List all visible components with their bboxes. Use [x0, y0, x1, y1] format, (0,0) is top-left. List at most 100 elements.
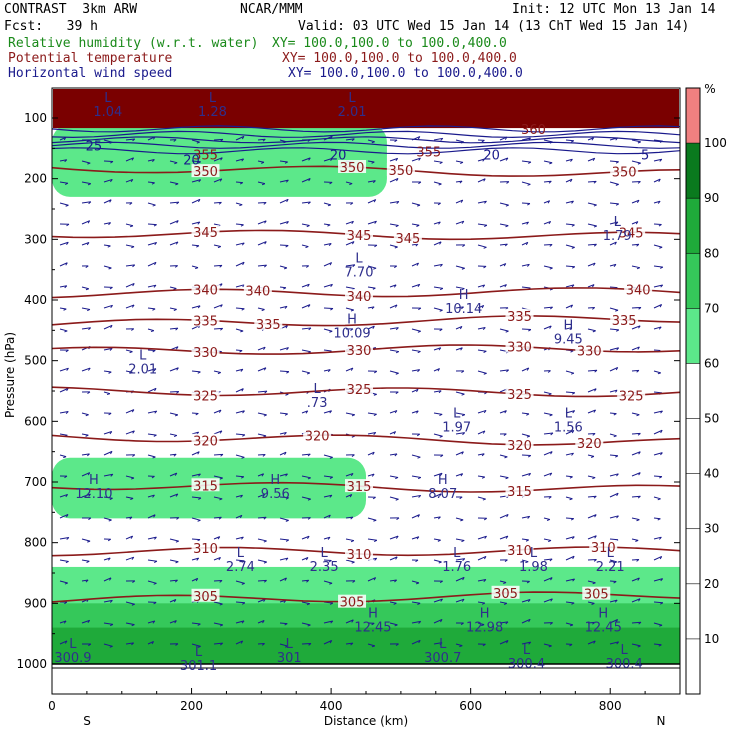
wind-vector-1200 [323, 580, 333, 584]
wind-vector-1168 [587, 558, 597, 561]
wind-head-841 [63, 456, 67, 459]
wind-vector-1064 [59, 536, 69, 540]
wind-vector-430 [477, 284, 485, 288]
wind-head-1081 [241, 536, 244, 540]
wind-head-779 [613, 413, 617, 416]
wind-head-1037 [373, 519, 377, 522]
colorbar-segment-6 [686, 418, 700, 474]
wind-vector-596 [455, 347, 463, 351]
wind-vector-542 [477, 327, 486, 330]
wind-vector-578 [257, 346, 266, 351]
wind-vector-932 [455, 473, 463, 477]
wind-head-783 [660, 410, 663, 414]
wind-head-375 [483, 265, 487, 269]
wind-head-1093 [373, 539, 378, 543]
wind-vector-648 [411, 369, 420, 372]
theta-label-bg-330-2 [505, 339, 534, 353]
wind-head-343 [132, 264, 136, 268]
x-tick-label-200: 200 [180, 699, 203, 713]
wind-vector-1176 [59, 580, 68, 584]
theta-label-330-3: 330 [577, 345, 602, 360]
wind-vector-256 [411, 223, 420, 226]
wind-head-109 [637, 162, 641, 165]
wind-head-539 [439, 328, 443, 332]
wind-head-825 [503, 433, 507, 436]
wind-vector-954 [81, 493, 91, 498]
wind-vector-1360 [235, 640, 243, 645]
wind-vector-62 [125, 157, 134, 162]
wind-head-795 [173, 434, 178, 438]
wind-vector-1358 [213, 642, 223, 645]
wind-vector-1034 [345, 516, 353, 519]
y-tick-label-400: 400 [24, 293, 47, 307]
extremum-value-23: 300.9 [54, 651, 91, 666]
extremum-type-24: L [195, 645, 203, 660]
wind-vector-720 [587, 388, 597, 393]
wind-vector-646 [389, 370, 399, 374]
wind-vector-1288 [59, 620, 67, 624]
theta-label-bg-310-0 [191, 540, 220, 554]
wind-vector-48 [587, 137, 594, 141]
theta-label-bg-315-2 [505, 483, 534, 497]
theta-label-345-1: 345 [347, 229, 372, 244]
wind-head-361 [329, 262, 333, 266]
wind-head-923 [350, 473, 354, 477]
wind-head-413 [283, 287, 287, 290]
wind-head-753 [329, 410, 332, 414]
wind-vector-1114 [609, 538, 619, 541]
wind-head-1269 [461, 598, 465, 602]
theta-label-330-0: 330 [193, 346, 218, 361]
wind-vector-1184 [147, 580, 157, 584]
wind-vector-448 [59, 307, 67, 310]
theta-label-bg-345-1 [345, 227, 374, 241]
wind-head-1187 [174, 579, 178, 583]
wind-vector-1110 [565, 536, 575, 540]
wind-head-1291 [87, 620, 91, 624]
wind-vector-1022 [213, 516, 222, 519]
extremum-type-16: L [321, 546, 329, 561]
wind-head-457 [152, 308, 156, 311]
wind-vector-718 [565, 391, 575, 394]
wind-head-315 [439, 241, 442, 245]
wind-vector-154 [521, 181, 531, 185]
wind-head-1061 [636, 519, 640, 522]
wind-head-777 [593, 409, 596, 413]
extremum-type-19: L [607, 546, 615, 561]
y-tick-label-500: 500 [24, 354, 47, 368]
wind-vector-372 [455, 265, 465, 269]
wind-vector-482 [433, 307, 443, 311]
theta-label-bg-350-0 [191, 164, 220, 178]
extremum-type-0: L [104, 91, 112, 106]
wind-head-899 [87, 472, 91, 476]
wind-vector-128 [235, 181, 243, 184]
y-tick-label-800: 800 [24, 536, 47, 550]
wind-vector-228 [103, 222, 111, 225]
wind-vector-1052 [543, 517, 551, 520]
wind-vector-544 [499, 328, 509, 332]
wind-head-893 [638, 451, 641, 455]
wind-head-1263 [393, 602, 397, 605]
wind-vector-964 [191, 496, 201, 499]
wind-head-981 [372, 496, 376, 500]
wind-vector-670 [653, 370, 661, 374]
wind-vector-1136 [235, 559, 245, 562]
wind-head-673 [66, 388, 69, 392]
colorbar-segment-10 [686, 638, 700, 694]
wind-head-781 [636, 414, 640, 417]
wind-head-709 [461, 393, 465, 396]
wind-vector-730 [81, 412, 89, 416]
wind-vector-376 [499, 263, 506, 267]
wind-vector-948 [631, 472, 641, 477]
wind-vector-726 [653, 391, 663, 394]
wind-head-1309 [284, 623, 288, 626]
wind-vector-1356 [191, 643, 201, 647]
wind-vector-80 [323, 157, 333, 162]
wind-head-1135 [218, 557, 221, 561]
wind-head-129 [239, 182, 244, 185]
colorbar-segment-7 [686, 473, 700, 529]
wind-head-271 [571, 224, 575, 227]
wind-vector-232 [147, 223, 157, 226]
wind-vector-520 [235, 328, 244, 332]
wind-vector-1348 [103, 643, 113, 647]
extremum-value-13: 9.56 [261, 487, 290, 502]
